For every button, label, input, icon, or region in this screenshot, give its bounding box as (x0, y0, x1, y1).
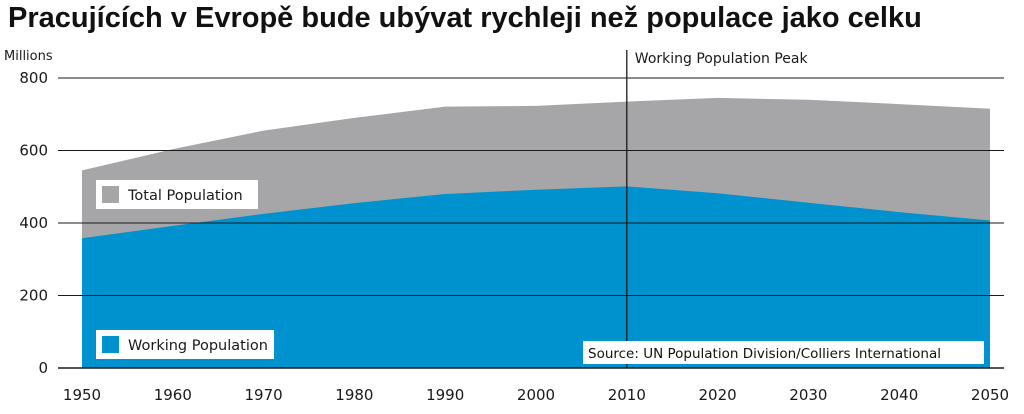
x-tick-label: 1960 (154, 386, 192, 404)
peak-annotation: Working Population Peak (635, 51, 809, 67)
y-tick-label: 0 (38, 359, 48, 377)
legend-box (96, 180, 258, 209)
x-tick-label: 1990 (426, 386, 464, 404)
source-text: Source: UN Population Division/Colliers … (588, 346, 941, 362)
legend-label: Total Population (127, 188, 243, 204)
x-tick-label: 2040 (880, 386, 918, 404)
x-tick-label: 1980 (335, 386, 373, 404)
x-tick-label: 2050 (971, 386, 1009, 404)
x-tick-label: 1970 (245, 386, 283, 404)
y-tick-label: 400 (19, 214, 48, 232)
x-tick-label: 1950 (63, 386, 101, 404)
chart-title: Pracujících v Evropě bude ubývat rychlej… (8, 2, 922, 34)
legend-label: Working Population (128, 338, 268, 354)
x-tick-label: 2000 (517, 386, 555, 404)
source-note: Source: UN Population Division/Colliers … (583, 341, 984, 364)
legend-swatch (102, 186, 119, 203)
y-tick-label: 600 (19, 142, 48, 160)
x-tick-label: 2010 (608, 386, 646, 404)
x-tick-label: 2020 (699, 386, 737, 404)
y-axis-label: Millions (4, 49, 53, 64)
legend-item-working-population: Working Population (96, 330, 274, 359)
area-working-population (82, 186, 990, 368)
y-tick-label: 200 (19, 287, 48, 305)
legend-item-total-population: Total Population (96, 180, 258, 209)
legend-swatch (102, 336, 119, 353)
source-box (583, 341, 984, 364)
y-tick-label: 800 (19, 69, 48, 87)
x-tick-label: 2030 (789, 386, 827, 404)
legend-box (96, 330, 274, 359)
